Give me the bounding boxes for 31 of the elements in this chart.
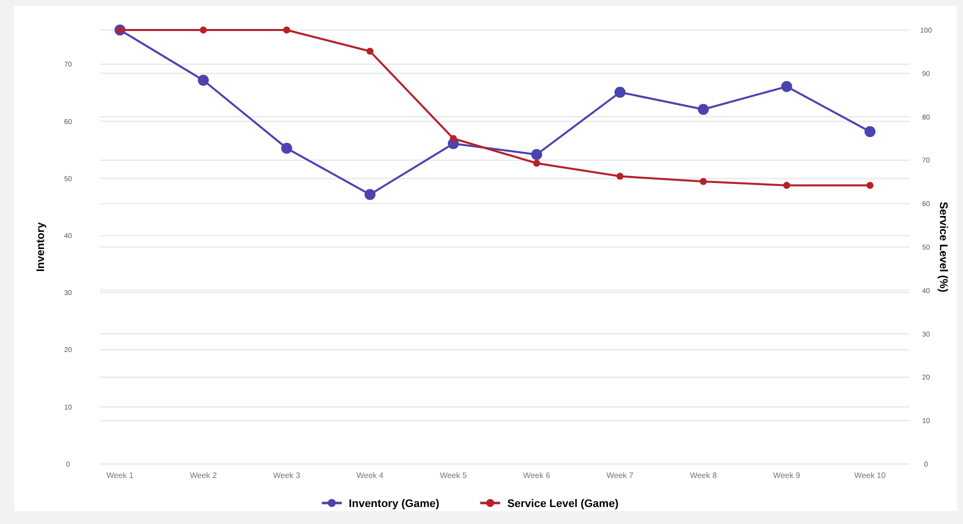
y2-axis-title: Service Level (%) <box>937 202 949 293</box>
point <box>364 188 376 200</box>
point <box>533 160 540 167</box>
point <box>366 48 374 55</box>
point <box>200 26 207 34</box>
point <box>531 148 542 160</box>
x-tick-label: Week 10 <box>854 471 886 480</box>
x-tick-label: Week 2 <box>190 471 218 480</box>
legend-label: Inventory (Game) <box>348 498 440 510</box>
y-axis-title: Inventory <box>35 221 47 272</box>
point <box>198 74 209 86</box>
x-tick-label: Week 5 <box>440 471 468 480</box>
x-tick-label: Week 8 <box>690 471 718 480</box>
point <box>866 182 874 189</box>
point <box>781 81 792 92</box>
point <box>283 26 290 34</box>
x-tick-label: Week 6 <box>523 471 551 480</box>
legend-label: Service Level (Game) <box>507 498 619 510</box>
x-tick-label: Week 3 <box>273 471 301 480</box>
point <box>783 182 790 189</box>
point <box>616 172 624 180</box>
x-tick-label: Week 1 <box>106 471 134 480</box>
point <box>700 178 707 185</box>
point <box>614 86 626 98</box>
point <box>450 135 457 142</box>
x-tick-label: Week 4 <box>356 471 384 480</box>
x-tick-label: Week 9 <box>773 471 801 480</box>
point <box>864 126 876 138</box>
point <box>281 142 292 154</box>
x-tick-label: Week 7 <box>606 471 634 480</box>
point <box>698 104 709 115</box>
